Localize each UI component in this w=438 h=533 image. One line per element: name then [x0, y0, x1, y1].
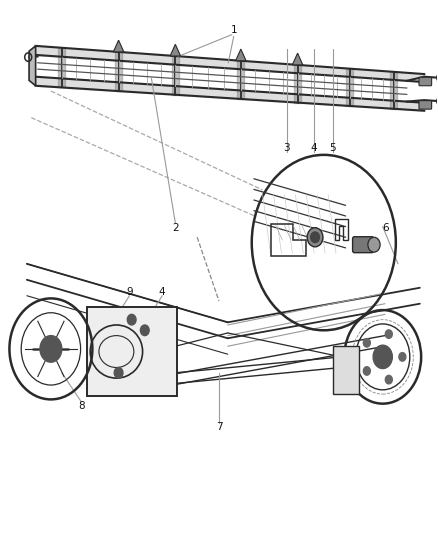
Circle shape: [368, 237, 380, 252]
Text: 3: 3: [283, 143, 290, 154]
Circle shape: [399, 353, 406, 361]
Bar: [390, 72, 397, 109]
FancyBboxPatch shape: [87, 308, 177, 395]
Bar: [115, 52, 122, 91]
Bar: [294, 65, 301, 102]
Polygon shape: [332, 346, 359, 394]
Text: 4: 4: [159, 287, 166, 297]
Circle shape: [40, 336, 62, 362]
Bar: [346, 69, 353, 106]
Circle shape: [385, 375, 392, 384]
Text: 6: 6: [382, 223, 389, 233]
Polygon shape: [113, 40, 124, 52]
Polygon shape: [29, 46, 35, 86]
Bar: [58, 48, 65, 87]
Circle shape: [141, 325, 149, 336]
FancyBboxPatch shape: [353, 237, 374, 253]
FancyBboxPatch shape: [419, 101, 431, 109]
FancyBboxPatch shape: [419, 77, 431, 86]
Text: 9: 9: [126, 287, 133, 297]
Text: 8: 8: [78, 401, 85, 411]
Circle shape: [114, 368, 123, 378]
Circle shape: [364, 338, 370, 347]
Text: 5: 5: [329, 143, 336, 154]
Polygon shape: [170, 44, 180, 56]
Circle shape: [311, 232, 319, 243]
Bar: [237, 61, 244, 99]
Circle shape: [307, 228, 323, 247]
Bar: [172, 56, 179, 95]
Polygon shape: [236, 49, 246, 61]
Circle shape: [385, 330, 392, 338]
Text: 2: 2: [172, 223, 179, 233]
Circle shape: [127, 314, 136, 325]
Text: 1: 1: [231, 25, 237, 35]
Circle shape: [373, 345, 392, 368]
Polygon shape: [292, 53, 303, 65]
Text: 4: 4: [311, 143, 318, 154]
Text: 7: 7: [215, 422, 223, 432]
Circle shape: [364, 367, 370, 375]
